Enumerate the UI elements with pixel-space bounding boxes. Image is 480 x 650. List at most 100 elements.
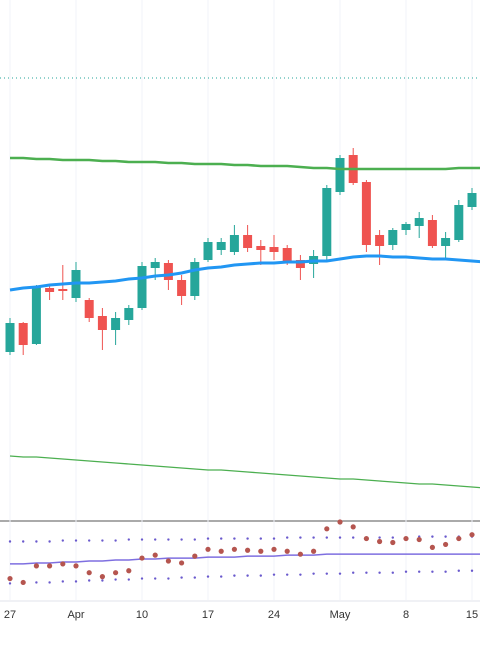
- band-dot: [338, 572, 342, 575]
- band-dot: [101, 579, 104, 582]
- candle-body: [190, 262, 200, 296]
- band-dot: [154, 577, 157, 580]
- indicator-dot: [324, 526, 330, 532]
- band-dot: [286, 573, 289, 576]
- band-dot: [246, 537, 249, 540]
- band-dot: [167, 577, 170, 580]
- indicator-dot: [205, 546, 211, 552]
- band-dot: [404, 570, 408, 573]
- band-dot: [8, 582, 12, 585]
- candle-body: [84, 300, 94, 318]
- x-tick-label: 8: [403, 609, 409, 621]
- band-dot: [259, 574, 262, 577]
- candle-body: [388, 230, 398, 245]
- candle-body: [427, 220, 437, 246]
- x-tick-label: 15: [466, 609, 478, 621]
- band-dot: [312, 572, 315, 575]
- band-dot: [378, 571, 381, 574]
- indicator-dot: [113, 570, 119, 576]
- band-dot: [35, 540, 38, 543]
- band-dot: [48, 581, 51, 584]
- candle-body: [441, 238, 451, 246]
- candle-body: [229, 235, 239, 252]
- candle-body: [5, 323, 15, 352]
- band-dot: [35, 581, 38, 584]
- band-dot: [365, 571, 368, 574]
- indicator-dot: [99, 574, 105, 580]
- indicator-dot: [443, 541, 449, 548]
- band-dot: [114, 578, 117, 581]
- x-tick-label: 10: [136, 609, 148, 621]
- indicator-dot: [126, 568, 132, 574]
- indicator-dot: [284, 548, 290, 554]
- candle-body: [18, 323, 28, 345]
- candle-body: [295, 260, 305, 268]
- indicator-dot: [245, 547, 251, 553]
- indicator-dot: [60, 561, 66, 567]
- indicator-dot: [218, 548, 224, 554]
- indicator-dot: [258, 548, 264, 554]
- band-dot: [193, 576, 196, 579]
- band-dot: [378, 536, 381, 539]
- indicator-dot: [363, 535, 369, 542]
- band-dot: [272, 573, 276, 576]
- band-dot: [101, 539, 104, 542]
- indicator-dot: [390, 539, 396, 546]
- candle-body: [177, 280, 187, 296]
- candle-body: [58, 289, 68, 291]
- band-dot: [233, 537, 236, 540]
- candle-body: [414, 218, 424, 226]
- indicator-line: [10, 156, 480, 171]
- indicator-dot: [337, 519, 343, 525]
- candle-body: [282, 248, 292, 262]
- candle-body: [124, 308, 134, 320]
- band-dot: [391, 536, 394, 539]
- candle-body: [335, 158, 345, 192]
- indicator-dot: [297, 551, 303, 557]
- indicator-dot: [403, 535, 409, 542]
- band-dot: [259, 537, 262, 540]
- band-dot: [352, 536, 355, 539]
- band-dot: [220, 575, 223, 578]
- band-dot: [8, 540, 12, 543]
- indicator-dot: [139, 555, 145, 561]
- candle-body: [375, 235, 385, 246]
- candle-body: [111, 318, 121, 330]
- x-tick-label: 27: [4, 609, 16, 621]
- candle-body: [97, 316, 107, 330]
- candle-body: [243, 235, 253, 248]
- indicator-dot: [179, 560, 185, 566]
- indicator-line: [9, 254, 480, 292]
- band-dot: [206, 575, 210, 578]
- indicator-dot: [86, 570, 92, 576]
- band-dot: [61, 580, 64, 583]
- x-tick-label: 17: [202, 609, 214, 621]
- band-dot: [167, 538, 170, 541]
- x-tick-label: Apr: [67, 609, 84, 621]
- candle-body: [322, 188, 332, 256]
- x-tick-label: 24: [268, 609, 280, 621]
- indicator-dot: [271, 546, 277, 552]
- indicator-dot: [165, 558, 171, 564]
- band-dot: [127, 578, 130, 581]
- indicator-dot: [429, 544, 435, 550]
- indicator-dot: [377, 538, 383, 545]
- indicator-dot: [311, 548, 317, 554]
- band-dot: [233, 574, 236, 577]
- indicator-dot: [33, 563, 40, 569]
- indicator-line: [10, 553, 480, 565]
- band-dot: [338, 536, 342, 539]
- band-dot: [114, 539, 117, 542]
- x-tick-label: May: [330, 609, 351, 621]
- candle-body: [203, 242, 213, 260]
- candle-body: [163, 263, 173, 280]
- band-dot: [74, 539, 78, 542]
- band-dot: [325, 536, 328, 539]
- band-dot: [180, 538, 183, 541]
- candle-body: [216, 242, 226, 250]
- indicator-dot: [7, 575, 13, 582]
- band-dot: [88, 579, 91, 582]
- band-dot: [299, 536, 302, 539]
- indicator-dot: [20, 579, 26, 586]
